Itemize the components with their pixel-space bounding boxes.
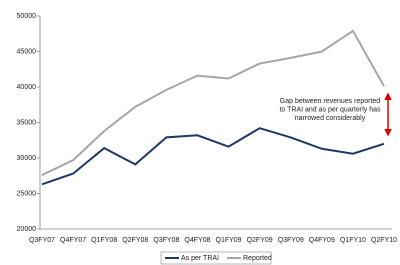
y-tick-label: 50000 — [17, 13, 37, 20]
x-tick-label: Q3FY08 — [153, 237, 179, 244]
y-tick-label: 20000 — [17, 226, 37, 233]
x-tick-label: Q2FY08 — [122, 237, 148, 244]
x-tick-label: Q1FY10 — [340, 237, 366, 244]
annotation-text: to TRAI and as per quarterly has — [279, 106, 381, 113]
y-tick-label: 35000 — [17, 119, 37, 126]
x-tick-label: Q2FY09 — [247, 237, 273, 244]
x-tick-label: Q4FY08 — [184, 237, 210, 244]
legend-label: As per TRAI — [181, 255, 219, 262]
x-tick-label: Q1FY09 — [216, 237, 242, 244]
annotation-text: narrowed considerably — [295, 115, 366, 122]
x-tick-label: Q4FY07 — [60, 237, 86, 244]
y-tick-label: 40000 — [17, 84, 37, 91]
series-line — [41, 29, 385, 176]
series-line — [41, 127, 385, 186]
x-tick-label: Q3FY09 — [278, 237, 304, 244]
y-tick-label: 30000 — [17, 155, 37, 162]
x-tick-label: Q3FY07 — [29, 237, 55, 244]
legend-box — [160, 251, 272, 265]
legend-label: Reported — [243, 255, 272, 262]
x-tick-label: Q1FY08 — [91, 237, 117, 244]
x-tick-label: Q2FY10 — [371, 237, 397, 244]
x-tick-label: Q4FY09 — [309, 237, 335, 244]
y-tick-label: 45000 — [17, 48, 37, 55]
y-tick-label: 25000 — [17, 190, 37, 197]
annotation-text: Gap between revenues reported — [280, 98, 381, 105]
